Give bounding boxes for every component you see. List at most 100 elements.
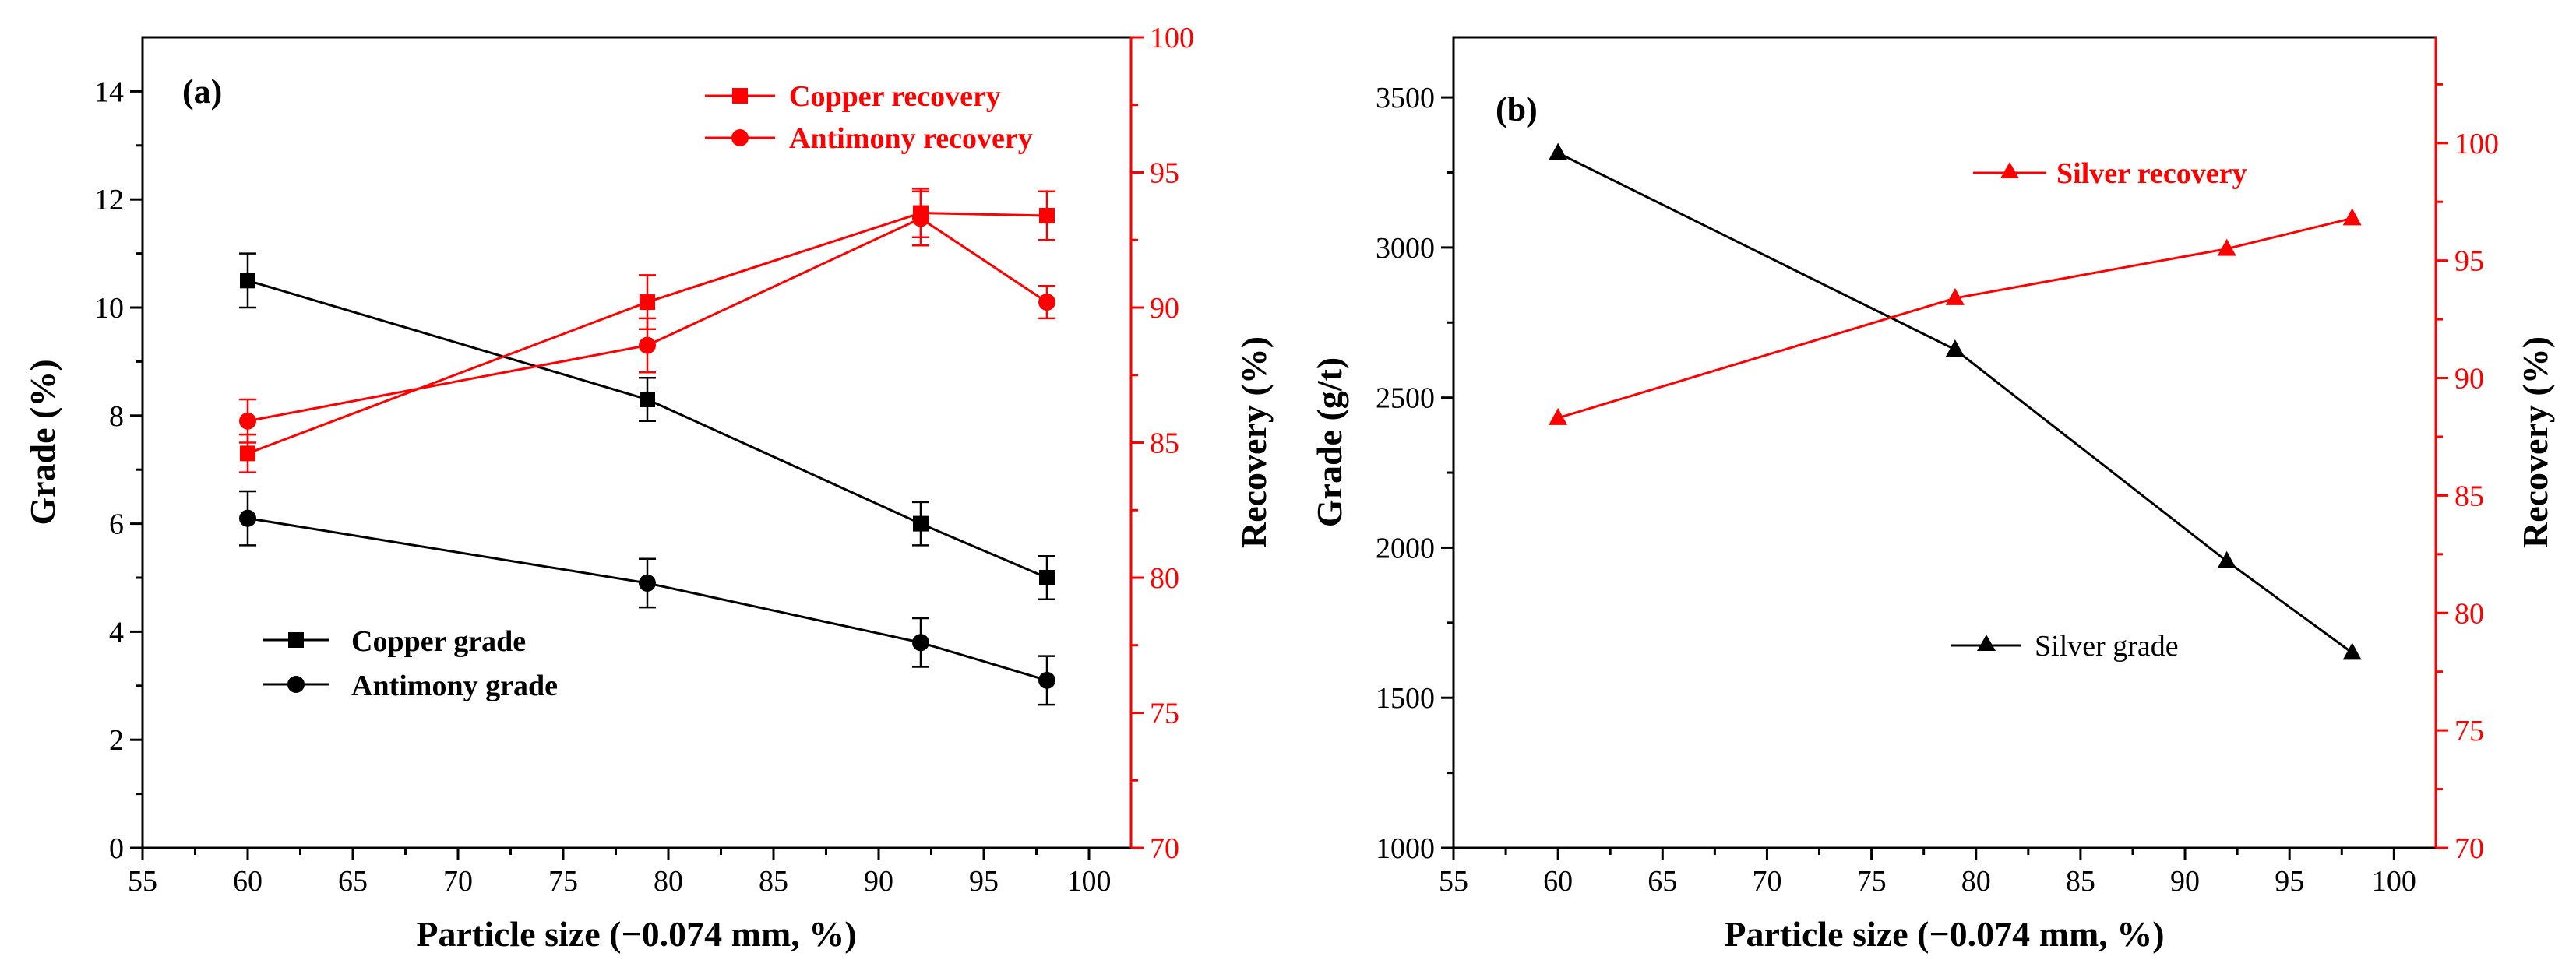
data-point-copper-recovery [1039, 208, 1055, 224]
x-tick-label-a: 70 [443, 865, 473, 898]
legend-label-copper-grade: Copper grade [351, 625, 526, 658]
y-right-tick-label-a: 100 [1150, 22, 1194, 55]
y-right-tick-label-b: 90 [2454, 363, 2484, 396]
y-right-tick-label-a: 75 [1150, 698, 1179, 730]
legend-marker-copper-grade [288, 632, 304, 648]
y-left-tick-label-b: 1000 [1376, 832, 1435, 865]
legend-label-silver-grade: Silver grade [2035, 630, 2179, 663]
y-axis-label-right-a: Recovery (%) [1234, 336, 1274, 548]
x-tick-label-a: 80 [654, 865, 683, 898]
data-point-antimony-recovery [639, 336, 656, 354]
data-point-silver-grade [2217, 550, 2236, 568]
data-point-antimony-grade [239, 509, 256, 527]
legend-right-b: Silver recovery [1973, 157, 2247, 190]
x-tick-label-b: 95 [2275, 865, 2304, 898]
data-point-silver-recovery [1549, 407, 1568, 425]
y-left-tick-label-a: 4 [109, 616, 124, 649]
ticks-b: 55 60 65 70 75 80 85 90 95 100 1000 1500 2000 2500 300… [1376, 82, 2499, 898]
legend-left-a: Copper grade Antimony grade [263, 625, 558, 702]
legend-right-a: Copper recovery Antimony recovery [705, 80, 1033, 155]
y-right-tick-label-b: 95 [2454, 245, 2484, 278]
x-tick-label-b: 70 [1752, 865, 1781, 898]
x-tick-label-a: 95 [969, 865, 999, 898]
y-left-tick-label-b: 3500 [1376, 82, 1435, 114]
data-point-copper-grade [913, 515, 929, 532]
plot-frame-b [1452, 36, 2437, 849]
data-point-copper-grade [240, 273, 255, 289]
x-tick-label-a: 85 [759, 865, 788, 898]
legend-label-silver-recovery: Silver recovery [2056, 157, 2247, 190]
series-b [1549, 142, 2362, 660]
y-right-tick-label-b: 70 [2454, 832, 2484, 865]
legend-label-antimony-recovery: Antimony recovery [789, 122, 1033, 155]
data-point-antimony-recovery [1038, 294, 1055, 311]
x-tick-label-b: 55 [1439, 865, 1468, 898]
x-tick-label-b: 80 [1961, 865, 1991, 898]
panel-label-b: (b) [1496, 90, 1538, 128]
y-left-tick-label-a: 0 [109, 832, 124, 865]
y-left-tick-label-b: 3000 [1376, 232, 1435, 265]
data-point-silver-grade [2342, 642, 2362, 660]
y-right-tick-label-b: 100 [2454, 128, 2499, 160]
data-point-silver-recovery [2217, 238, 2236, 256]
y-axis-label-left-b: Grade (g/t) [1309, 357, 1349, 527]
legend-label-antimony-grade: Antimony grade [351, 670, 558, 702]
data-point-antimony-grade [1038, 671, 1055, 689]
y-left-tick-label-b: 2500 [1376, 382, 1435, 415]
y-left-tick-label-b: 2000 [1376, 532, 1435, 564]
data-point-silver-grade [1549, 142, 1568, 160]
y-axis-label-right-b: Recovery (%) [2515, 336, 2555, 548]
x-axis-label-a: Particle size (−0.074 mm, %) [416, 914, 856, 954]
series-line-silver-grade [1557, 152, 2353, 654]
panel-a: 55 60 65 70 75 80 85 90 95 100 0 2 4 6 8 10 12 14 70 75 80 85… [23, 22, 1274, 954]
series-line-antimony-grade [247, 517, 1048, 682]
data-point-antimony-recovery [912, 209, 929, 227]
y-right-tick-label-a: 70 [1150, 832, 1179, 865]
data-point-copper-recovery [240, 445, 255, 462]
x-tick-label-a: 90 [864, 865, 893, 898]
series-line-silver-recovery [1557, 216, 2353, 420]
series-a [239, 188, 1055, 706]
legend-marker-antimony-recovery [731, 129, 749, 146]
y-right-tick-label-a: 80 [1150, 562, 1179, 595]
series-line-antimony-recovery [247, 216, 1048, 423]
y-right-tick-label-a: 95 [1150, 157, 1179, 190]
data-point-copper-grade [640, 391, 655, 407]
x-tick-label-a: 60 [233, 865, 263, 898]
ticks-a: 55 60 65 70 75 80 85 90 95 100 0 2 4 6 8 10 12 14 70 75 80 85… [94, 22, 1194, 898]
x-tick-label-b: 75 [1857, 865, 1887, 898]
panel-label-a: (a) [182, 72, 222, 111]
y-left-tick-label-b: 1500 [1376, 682, 1435, 715]
legend-label-copper-recovery: Copper recovery [789, 80, 1001, 113]
y-left-tick-label-a: 2 [109, 724, 124, 757]
data-point-antimony-grade [912, 634, 929, 652]
x-tick-label-a: 65 [338, 865, 368, 898]
y-right-tick-label-b: 75 [2454, 715, 2484, 747]
data-point-silver-recovery [2342, 208, 2362, 226]
data-point-silver-grade [1945, 339, 1965, 357]
legend-marker-silver-grade [1977, 635, 1996, 651]
y-right-tick-label-b: 85 [2454, 480, 2484, 512]
legend-left-b: Silver grade [1951, 630, 2179, 663]
x-tick-label-a: 55 [128, 865, 157, 898]
legend-marker-silver-recovery [2000, 162, 2019, 178]
y-left-tick-label-a: 10 [94, 292, 124, 325]
y-right-tick-label-a: 85 [1150, 427, 1179, 460]
data-point-copper-recovery [640, 294, 655, 311]
x-tick-label-b: 100 [2372, 865, 2416, 898]
x-tick-label-a: 75 [548, 865, 578, 898]
data-point-antimony-recovery [239, 412, 256, 430]
data-point-copper-grade [1039, 570, 1055, 585]
y-right-tick-label-b: 80 [2454, 597, 2484, 630]
x-axis-label-b: Particle size (−0.074 mm, %) [1724, 914, 2164, 954]
x-tick-label-b: 90 [2170, 865, 2200, 898]
panel-b: 55 60 65 70 75 80 85 90 95 100 1000 1500 2000 2500 300… [1309, 36, 2555, 954]
series-line-copper-grade [247, 279, 1048, 579]
x-tick-label-b: 85 [2066, 865, 2095, 898]
plot-frame-a [141, 36, 1133, 849]
legend-marker-antimony-grade [287, 676, 305, 693]
x-tick-label-b: 60 [1543, 865, 1573, 898]
data-point-silver-recovery [1945, 287, 1965, 305]
